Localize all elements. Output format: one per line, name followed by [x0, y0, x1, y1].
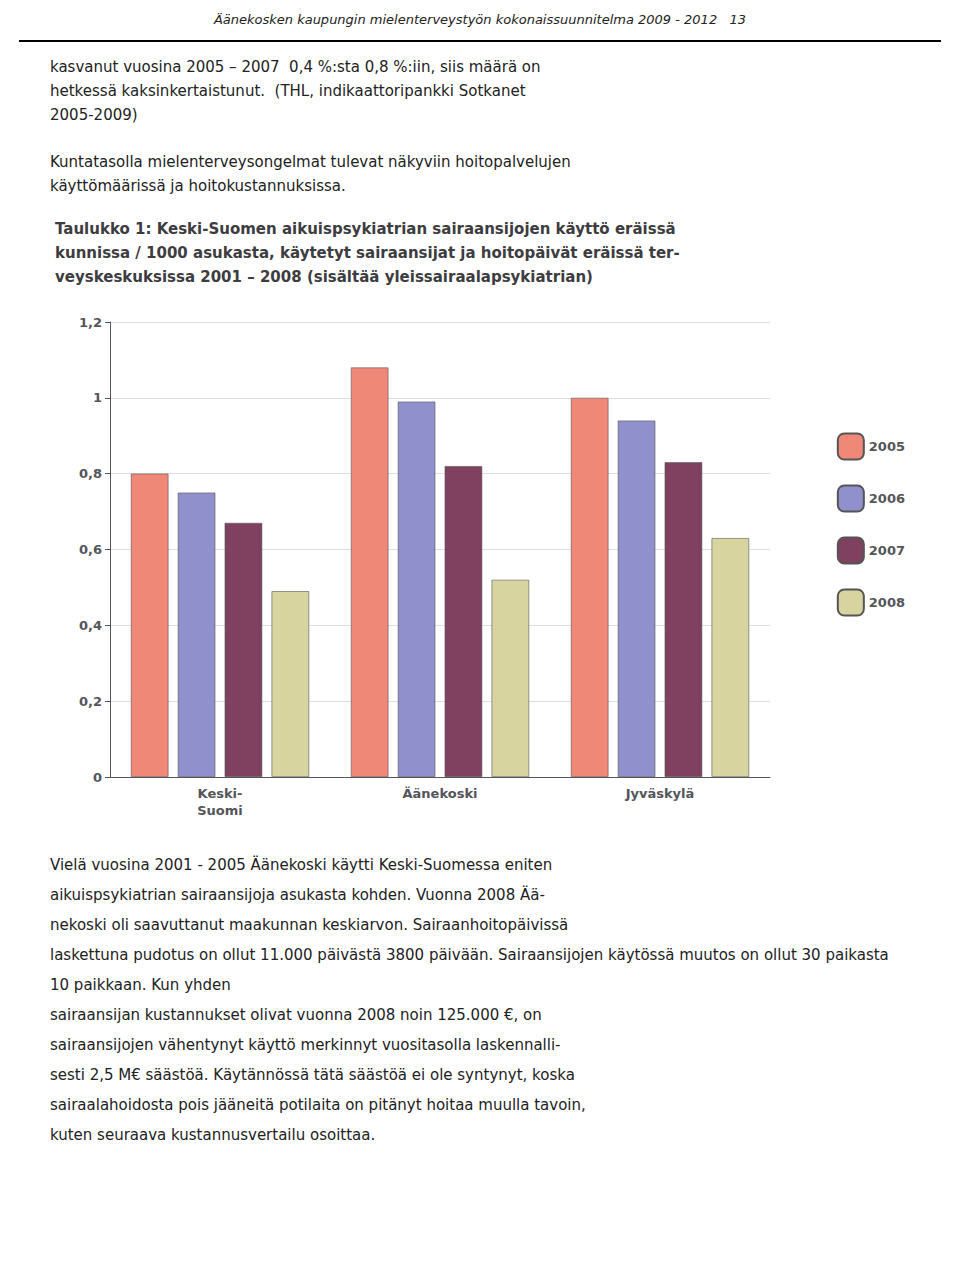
html-text:sairaansijan kustannukset oliv: sairaansijan kustannukset olivat vuonna … [50, 1006, 542, 1024]
html-text:sairaansijojen vähentynyt käyt: sairaansijojen vähentynyt käyttö merkinn… [50, 1036, 561, 1054]
svg-text:0,4: 0,4 [79, 618, 102, 633]
html-text:aikuispsykiatrian sairaansijoj: aikuispsykiatrian sairaansijoja asukasta… [50, 886, 545, 904]
html-text:kuten seuraava kustannusvertai: kuten seuraava kustannusvertailu osoitta… [50, 1126, 376, 1144]
svg-text:veyskeskuksissa 2001 – 2008 (s: veyskeskuksissa 2001 – 2008 (sisältää yl… [55, 268, 593, 286]
svg-text:2006: 2006 [869, 491, 905, 506]
html-text:Kuntatasolla mielenterveysonge: Kuntatasolla mielenterveysongelmat tulev… [50, 153, 571, 171]
html-text:sesti 2,5 M€ säästöä. Käytännö: sesti 2,5 M€ säästöä. Käytännössä tätä s… [50, 1066, 575, 1084]
svg-text:1,2: 1,2 [79, 315, 102, 330]
html-text:laskettuna pudotus on ollut 11: laskettuna pudotus on ollut 11.000 päivä… [50, 946, 894, 994]
html-text:nekoski oli saavuttanut maakun: nekoski oli saavuttanut maakunnan keskia… [50, 916, 569, 934]
html-text:käyttömäärissä ja hoitokustann: käyttömäärissä ja hoitokustannuksissa. [50, 177, 346, 195]
svg-text:2005: 2005 [869, 439, 905, 454]
svg-text:2007: 2007 [869, 543, 905, 558]
svg-text:Jyväskylä: Jyväskylä [625, 786, 695, 801]
svg-text:0,8: 0,8 [79, 466, 102, 481]
svg-text:1: 1 [93, 390, 102, 405]
html-text:Äänekosken kaupungin mielenter: Äänekosken kaupungin mielenterveystyön k… [213, 12, 747, 27]
svg-text:Keski-: Keski- [198, 786, 243, 801]
svg-text:2008: 2008 [869, 595, 905, 610]
svg-text:0,2: 0,2 [79, 694, 102, 709]
svg-text:0,6: 0,6 [79, 542, 102, 557]
svg-text:Taulukko 1: Keski-Suomen aikui: Taulukko 1: Keski-Suomen aikuispsykiatri… [55, 220, 676, 238]
html-text:kasvanut vuosina 2005 – 2007 0: kasvanut vuosina 2005 – 2007 0,4 %:sta 0… [50, 58, 541, 76]
svg-text:kunnissa / 1000 asukasta, käyt: kunnissa / 1000 asukasta, käytetyt saira… [55, 244, 680, 262]
html-text:2005-2009): 2005-2009) [50, 106, 138, 124]
html-text:hetkessä kaksinkertaistunut. (: hetkessä kaksinkertaistunut. (THL, indik… [50, 82, 526, 100]
svg-text:0: 0 [93, 770, 102, 785]
html-text:sairaalahoidosta pois jääneitä: sairaalahoidosta pois jääneitä potilaita… [50, 1096, 586, 1114]
svg-text:Suomi: Suomi [197, 803, 243, 818]
svg-text:Äänekoski: Äänekoski [403, 786, 478, 801]
html-text:Vielä vuosina 2001 - 2005 Ääne: Vielä vuosina 2001 - 2005 Äänekoski käyt… [50, 856, 553, 874]
